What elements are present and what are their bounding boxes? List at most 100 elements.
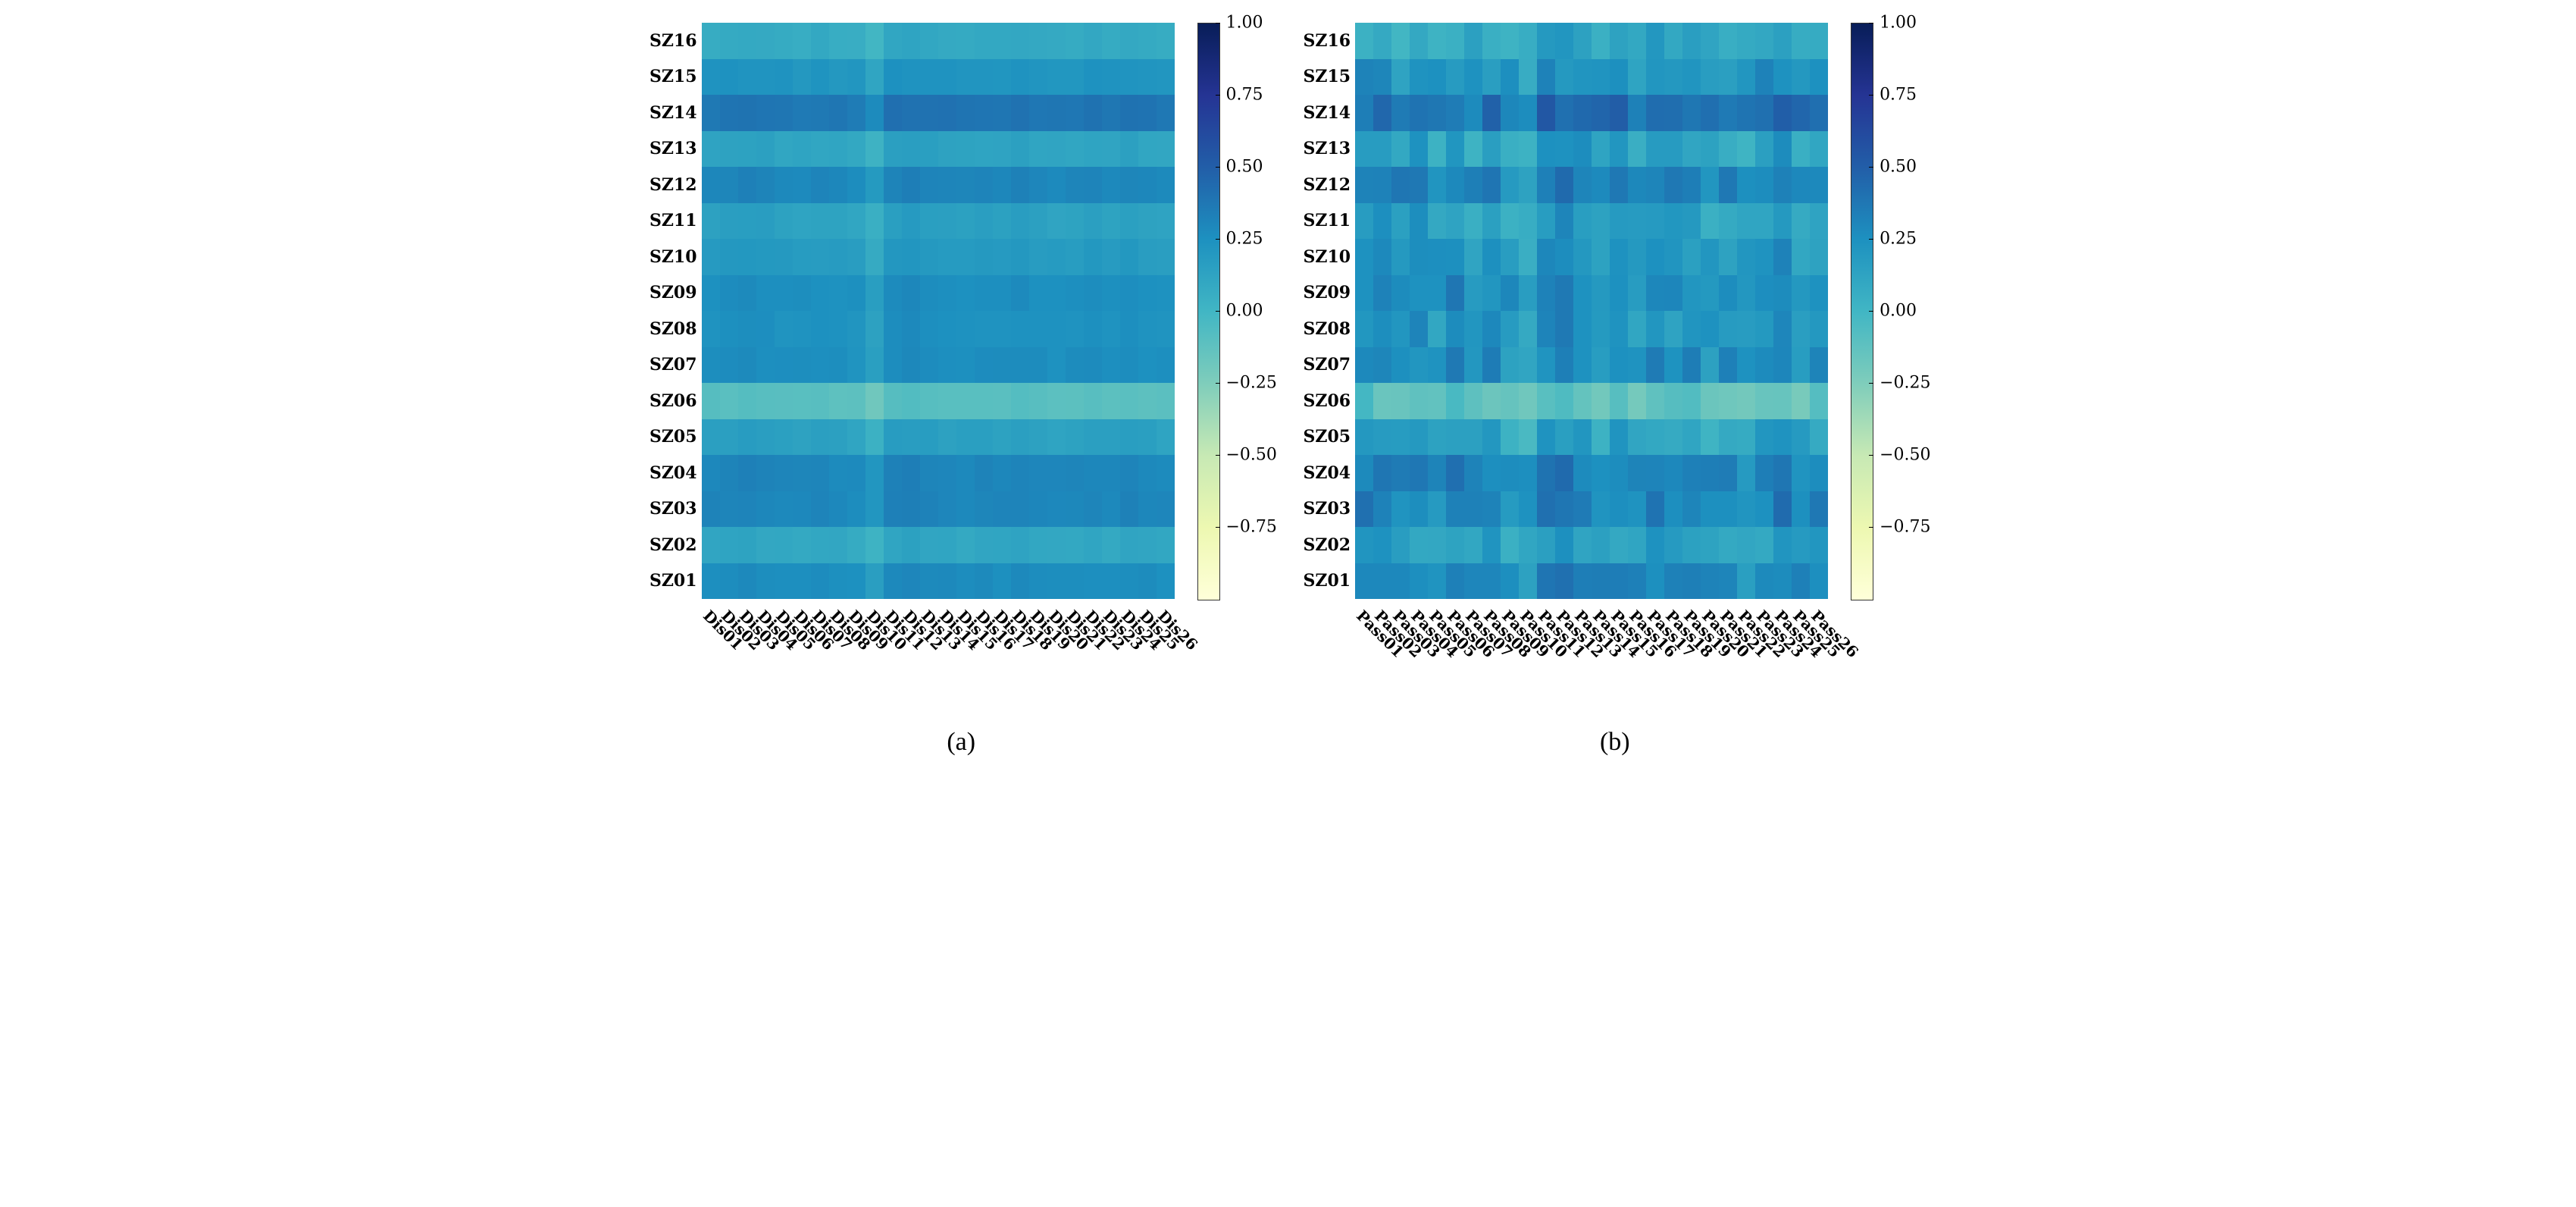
heatmap-cell — [1646, 275, 1664, 312]
colorbar-tick-mark — [1869, 383, 1873, 384]
heatmap-cell — [1047, 239, 1066, 275]
heatmap-cell — [793, 383, 811, 419]
heatmap-cell — [738, 167, 756, 203]
heatmap-cell — [793, 563, 811, 600]
heatmap-cell — [1555, 383, 1573, 419]
heatmap-cell — [1157, 23, 1175, 59]
heatmap-cell — [902, 455, 920, 491]
heatmap-cell — [1682, 23, 1701, 59]
heatmap-cell — [702, 347, 720, 384]
ytick-label: SZ02 — [649, 527, 697, 563]
heatmap-cell — [1628, 59, 1646, 96]
xtick-label: Pass19 — [1680, 607, 1693, 619]
heatmap-cell — [720, 131, 738, 168]
heatmap-cell — [920, 167, 938, 203]
heatmap-cell — [1537, 95, 1555, 131]
heatmap-cell — [1084, 131, 1102, 168]
xtick-label: Pass18 — [1662, 607, 1675, 619]
heatmap-cell — [1537, 527, 1555, 563]
heatmap-cell — [1355, 419, 1373, 456]
heatmap-cell — [1501, 131, 1519, 168]
heatmap-cell — [1428, 491, 1446, 528]
heatmap-cell — [1519, 167, 1537, 203]
heatmap-cell — [1537, 455, 1555, 491]
heatmap-cell — [1646, 23, 1664, 59]
heatmap-cell — [1138, 239, 1157, 275]
heatmap-cell — [738, 59, 756, 96]
heatmap-cell — [1573, 455, 1592, 491]
heatmap-cell — [1011, 491, 1029, 528]
heatmap-cell — [938, 167, 956, 203]
heatmap-cell — [1446, 203, 1464, 240]
heatmap-cell — [1446, 383, 1464, 419]
heatmap-cell — [938, 239, 956, 275]
heatmap-cell — [1792, 59, 1810, 96]
ytick-label: SZ09 — [649, 275, 697, 312]
heatmap-cell — [975, 563, 993, 600]
heatmap-cell — [975, 275, 993, 312]
heatmap-cell — [1592, 59, 1610, 96]
heatmap-cell — [865, 167, 884, 203]
heatmap-cell — [1373, 23, 1391, 59]
heatmap-cell — [1120, 239, 1138, 275]
heatmap-cell — [811, 203, 829, 240]
heatmap-cell — [1428, 203, 1446, 240]
heatmap-cell — [1157, 419, 1175, 456]
heatmap-cell — [1410, 23, 1428, 59]
heatmap-cell — [1555, 455, 1573, 491]
heatmap-cell — [1737, 527, 1755, 563]
ytick-label: SZ02 — [1304, 527, 1351, 563]
heatmap-cell — [1157, 275, 1175, 312]
heatmap-cell — [1410, 239, 1428, 275]
heatmap-cell — [975, 419, 993, 456]
heatmap-cell — [793, 347, 811, 384]
heatmap-cell — [1446, 95, 1464, 131]
panel-a-xlabels: Dis01Dis02Dis03Dis04Dis05Dis06Dis07Dis08… — [702, 599, 1175, 602]
colorbar-tick-mark — [1216, 95, 1220, 96]
heatmap-cell — [1157, 59, 1175, 96]
heatmap-cell — [1102, 59, 1120, 96]
heatmap-cell — [938, 95, 956, 131]
heatmap-cell — [938, 131, 956, 168]
heatmap-cell — [1157, 347, 1175, 384]
heatmap-cell — [775, 95, 793, 131]
heatmap-cell — [811, 275, 829, 312]
heatmap-cell — [720, 563, 738, 600]
heatmap-cell — [1719, 95, 1737, 131]
heatmap-cell — [884, 383, 902, 419]
heatmap-cell — [1719, 491, 1737, 528]
heatmap-cell — [938, 311, 956, 347]
heatmap-cell — [1464, 491, 1482, 528]
heatmap-cell — [1810, 23, 1828, 59]
heatmap-cell — [1719, 419, 1737, 456]
colorbar-tick-label: −0.75 — [1226, 518, 1277, 537]
heatmap-cell — [1792, 563, 1810, 600]
heatmap-cell — [1664, 347, 1682, 384]
heatmap-cell — [902, 275, 920, 312]
heatmap-cell — [1773, 59, 1792, 96]
xtick-label: Pass22 — [1735, 607, 1748, 619]
colorbar-tick-mark — [1869, 23, 1873, 24]
heatmap-cell — [1682, 491, 1701, 528]
heatmap-cell — [1084, 491, 1102, 528]
heatmap-cell — [1610, 167, 1628, 203]
heatmap-cell — [1355, 239, 1373, 275]
heatmap-cell — [1573, 563, 1592, 600]
heatmap-cell — [811, 527, 829, 563]
heatmap-cell — [1428, 239, 1446, 275]
heatmap-cell — [775, 347, 793, 384]
heatmap-cell — [793, 59, 811, 96]
heatmap-cell — [975, 203, 993, 240]
colorbar-tick-label: −0.50 — [1226, 446, 1277, 465]
panel-b: SZ16SZ15SZ14SZ13SZ12SZ11SZ10SZ09SZ08SZ07… — [1304, 23, 1927, 757]
panel-b-caption: (b) — [1600, 728, 1630, 757]
heatmap-cell — [847, 383, 865, 419]
heatmap-cell — [738, 203, 756, 240]
heatmap-cell — [720, 491, 738, 528]
heatmap-cell — [1592, 527, 1610, 563]
heatmap-cell — [1011, 131, 1029, 168]
heatmap-cell — [1737, 347, 1755, 384]
heatmap-cell — [775, 59, 793, 96]
xtick-label: Pass10 — [1516, 607, 1529, 619]
heatmap-cell — [1120, 59, 1138, 96]
